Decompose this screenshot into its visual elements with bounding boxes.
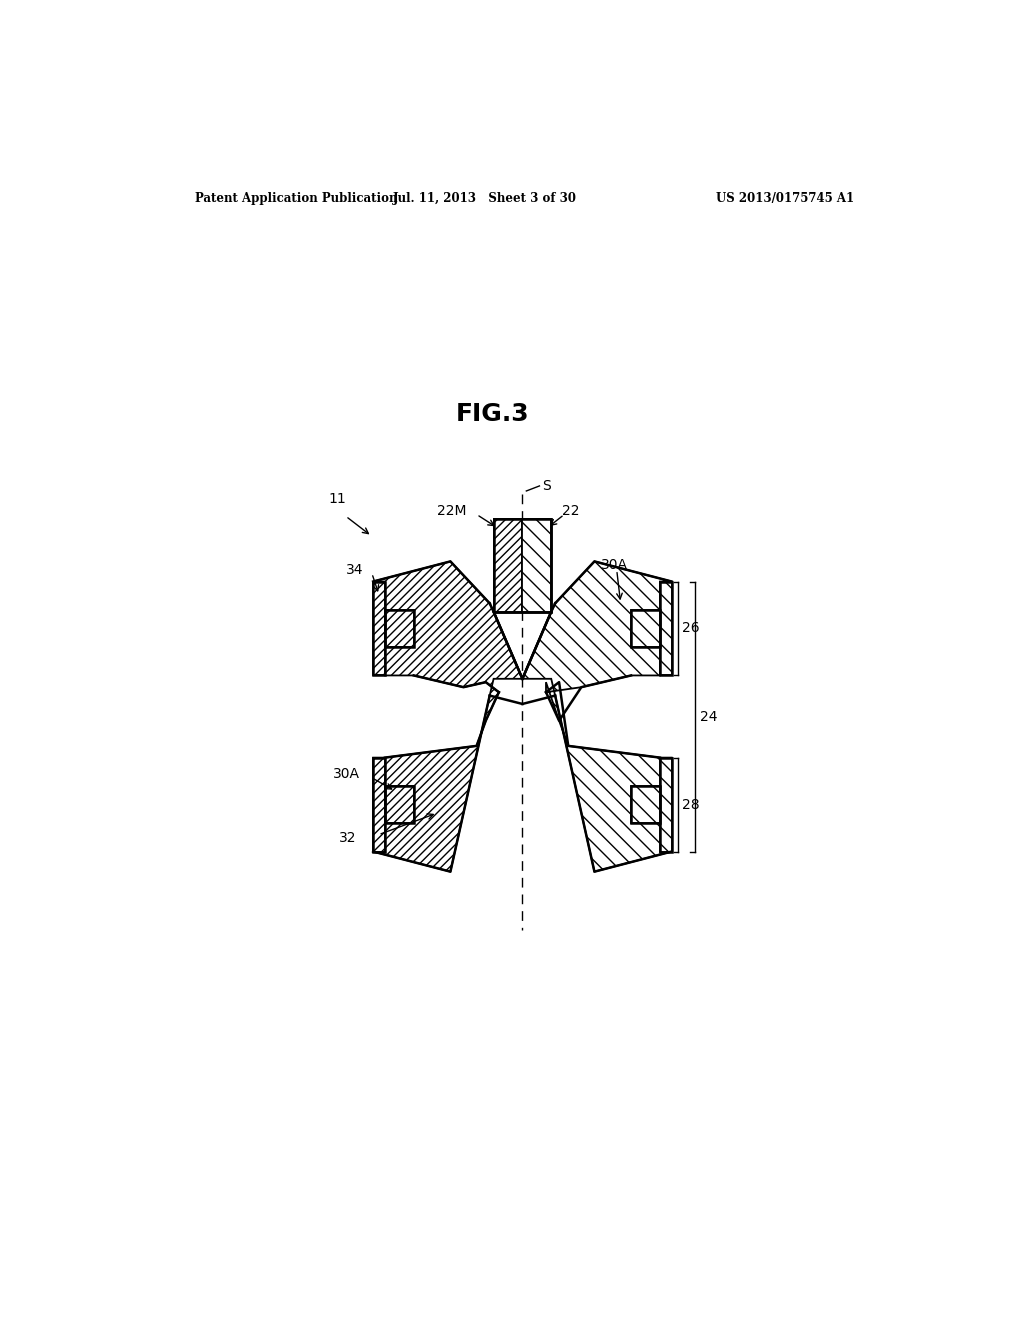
Text: US 2013/0175745 A1: US 2013/0175745 A1 <box>716 191 854 205</box>
Text: 32: 32 <box>339 832 356 845</box>
Text: 30A: 30A <box>601 558 628 572</box>
Text: Patent Application Publication: Patent Application Publication <box>196 191 398 205</box>
Text: FIG.3: FIG.3 <box>457 403 529 426</box>
Polygon shape <box>522 520 551 611</box>
Text: 24: 24 <box>700 710 718 723</box>
Polygon shape <box>494 520 522 611</box>
Text: 34: 34 <box>346 562 364 577</box>
Polygon shape <box>522 520 551 611</box>
Polygon shape <box>522 561 672 871</box>
Polygon shape <box>522 611 551 678</box>
Polygon shape <box>373 561 522 871</box>
Polygon shape <box>494 611 522 678</box>
Polygon shape <box>631 610 659 647</box>
Text: 30A: 30A <box>333 767 359 781</box>
Text: 22M: 22M <box>437 504 467 517</box>
Polygon shape <box>494 611 522 678</box>
Text: 22: 22 <box>562 504 580 517</box>
Polygon shape <box>385 787 414 824</box>
Polygon shape <box>385 610 414 647</box>
Polygon shape <box>631 787 659 824</box>
Polygon shape <box>522 611 551 678</box>
Text: Jul. 11, 2013   Sheet 3 of 30: Jul. 11, 2013 Sheet 3 of 30 <box>393 191 578 205</box>
Polygon shape <box>373 582 385 676</box>
Text: 11: 11 <box>329 492 346 506</box>
Text: 28: 28 <box>682 797 699 812</box>
Text: 26: 26 <box>682 622 699 635</box>
Polygon shape <box>659 582 672 676</box>
Polygon shape <box>494 520 522 611</box>
Text: S: S <box>542 479 551 492</box>
Polygon shape <box>659 758 672 851</box>
Polygon shape <box>373 758 385 851</box>
